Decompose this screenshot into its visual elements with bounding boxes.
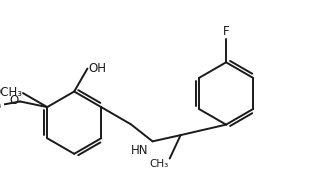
Text: F: F (223, 25, 229, 38)
Text: OH: OH (88, 62, 106, 75)
Text: CH₃: CH₃ (0, 100, 2, 110)
Text: CH₃: CH₃ (149, 160, 169, 169)
Text: O: O (9, 95, 18, 107)
Text: HN: HN (131, 144, 149, 157)
Text: OCH₃: OCH₃ (0, 86, 22, 99)
